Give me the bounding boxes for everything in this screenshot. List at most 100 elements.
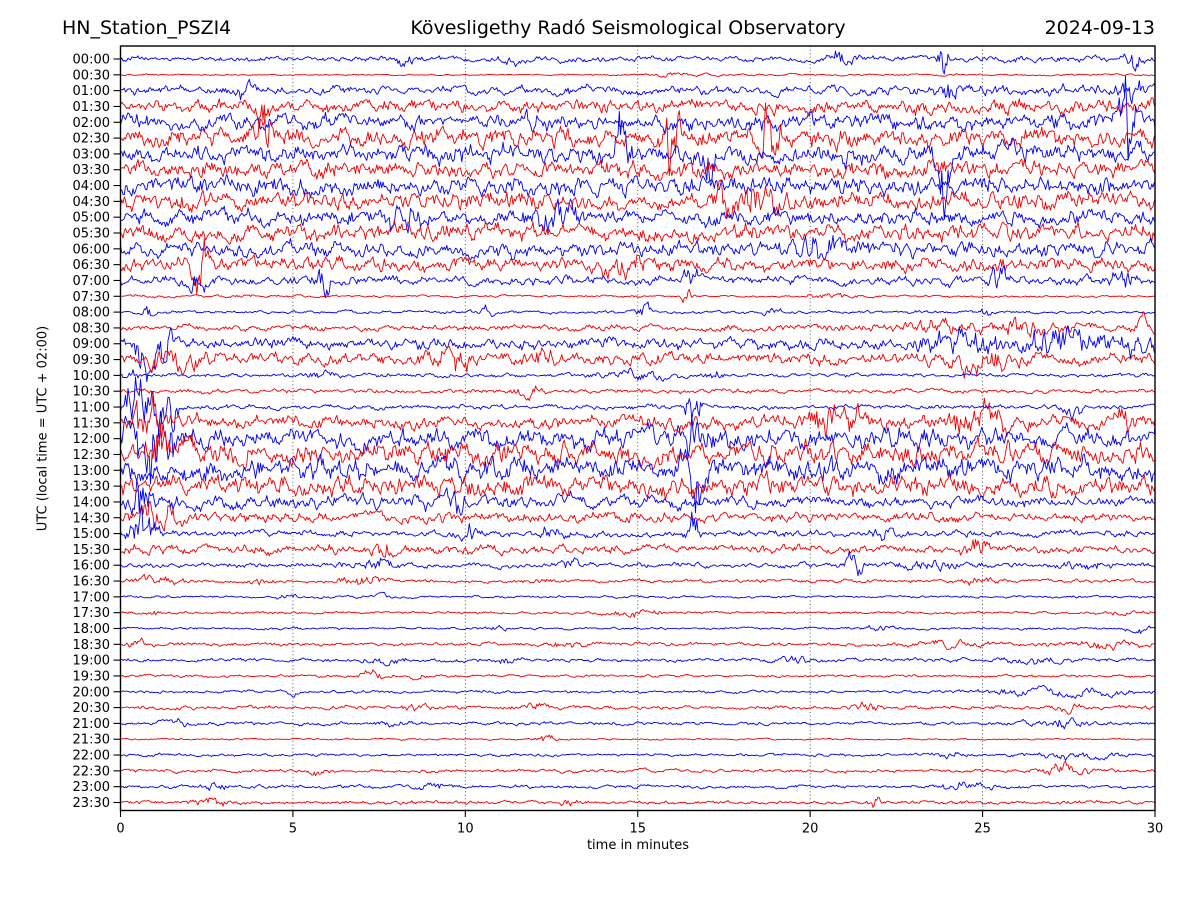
trace-row-2000 [120, 684, 1155, 699]
trace-row-0730 [120, 288, 1155, 304]
row-time-label: 04:30 [73, 195, 110, 210]
row-time-label: 20:00 [73, 685, 110, 700]
row-time-label: 11:30 [73, 416, 110, 431]
row-time-label: 01:00 [73, 84, 110, 99]
row-time-label: 05:00 [73, 211, 110, 226]
row-time-label: 22:00 [73, 749, 110, 764]
row-time-label: 06:30 [73, 258, 110, 273]
row-time-label: 20:30 [73, 701, 110, 716]
trace-row-1500 [120, 505, 1155, 542]
row-time-label: 00:30 [73, 68, 110, 83]
row-time-label: 10:30 [73, 385, 110, 400]
trace-row-1630 [120, 573, 1155, 586]
row-time-label: 14:00 [73, 495, 110, 510]
row-time-label: 05:30 [73, 227, 110, 242]
row-time-label: 15:00 [73, 527, 110, 542]
trace-row-1930 [120, 669, 1155, 681]
row-time-label: 12:30 [73, 448, 110, 463]
trace-row-1100 [120, 376, 1155, 440]
trace-row-1700 [120, 591, 1155, 600]
trace-row-2230 [120, 760, 1155, 777]
station-title: HN_Station_PSZI4 [62, 17, 232, 39]
x-axis-ticks: 0 5 10 15 20 25 30 [116, 810, 1163, 837]
trace-row-0430 [120, 179, 1155, 220]
row-time-label: 22:30 [73, 764, 110, 779]
observatory-title: Kövesligethy Radó Seismological Observat… [410, 17, 846, 39]
y-axis-ticks: 00:0000:3001:0001:3002:0002:3003:0003:30… [73, 53, 121, 811]
row-time-label: 01:30 [73, 100, 110, 115]
trace-row-1530 [120, 539, 1155, 558]
trace-row-1730 [120, 609, 1155, 618]
row-time-label: 02:00 [73, 116, 110, 131]
x-axis-label: time in minutes [586, 838, 690, 853]
row-time-label: 16:30 [73, 575, 110, 590]
trace-row-1030 [120, 385, 1155, 401]
trace-row-2100 [120, 717, 1155, 730]
trace-row-1200 [120, 410, 1155, 485]
trace-row-1430 [120, 501, 1155, 532]
row-time-label: 00:00 [73, 53, 110, 68]
row-time-label: 15:30 [73, 543, 110, 558]
trace-row-0800 [120, 301, 1155, 318]
trace-row-0500 [120, 198, 1155, 234]
gridlines [292, 46, 984, 811]
trace-row-0330 [120, 157, 1155, 181]
seismogram-traces [120, 50, 1155, 808]
trace-row-0230 [120, 102, 1155, 177]
row-time-label: 17:00 [73, 590, 110, 605]
trace-row-2330 [120, 796, 1155, 808]
row-time-label: 12:00 [73, 432, 110, 447]
trace-row-0000 [120, 50, 1155, 75]
row-time-label: 07:30 [73, 290, 110, 305]
trace-row-1400 [120, 479, 1155, 516]
row-time-label: 17:30 [73, 606, 110, 621]
x-tick-label: 15 [629, 822, 646, 837]
y-axis-label: UTC (local time = UTC + 02:00) [35, 325, 51, 532]
trace-row-0130 [120, 97, 1155, 129]
trace-row-2300 [120, 781, 1155, 791]
trace-row-1300 [120, 448, 1155, 514]
trace-row-0100 [120, 78, 1155, 105]
trace-row-2130 [120, 734, 1155, 742]
trace-row-1000 [120, 367, 1155, 382]
row-time-label: 04:00 [73, 179, 110, 194]
date-label: 2024-09-13 [1044, 17, 1155, 39]
trace-row-0700 [120, 265, 1155, 299]
row-time-label: 13:30 [73, 480, 110, 495]
trace-row-0530 [120, 219, 1155, 245]
trace-row-0930 [120, 346, 1155, 379]
row-time-label: 14:30 [73, 511, 110, 526]
row-time-label: 16:00 [73, 559, 110, 574]
row-time-label: 07:00 [73, 274, 110, 289]
row-time-label: 23:00 [73, 780, 110, 795]
trace-row-1900 [120, 655, 1155, 667]
row-time-label: 21:30 [73, 733, 110, 748]
row-time-label: 08:30 [73, 321, 110, 336]
trace-row-0200 [120, 75, 1155, 160]
row-time-label: 08:00 [73, 306, 110, 321]
row-time-label: 13:00 [73, 464, 110, 479]
trace-row-0830 [120, 311, 1155, 338]
trace-row-2200 [120, 751, 1155, 761]
trace-row-1230 [120, 422, 1155, 470]
x-tick-label: 20 [802, 822, 819, 837]
trace-row-0400 [120, 173, 1155, 199]
trace-row-0600 [120, 234, 1155, 261]
trace-row-2030 [120, 701, 1155, 715]
x-tick-label: 0 [116, 822, 124, 837]
trace-row-1800 [120, 624, 1155, 634]
trace-row-0300 [120, 111, 1155, 220]
row-time-label: 03:30 [73, 163, 110, 178]
row-time-label: 03:00 [73, 147, 110, 162]
row-time-label: 23:30 [73, 796, 110, 811]
row-time-label: 18:00 [73, 622, 110, 637]
row-time-label: 11:00 [73, 401, 110, 416]
row-time-label: 09:30 [73, 353, 110, 368]
x-tick-label: 5 [289, 822, 297, 837]
trace-row-0900 [120, 325, 1155, 383]
trace-row-0630 [120, 238, 1155, 295]
row-time-label: 09:00 [73, 337, 110, 352]
trace-row-0030 [120, 72, 1155, 78]
x-tick-label: 10 [457, 822, 474, 837]
